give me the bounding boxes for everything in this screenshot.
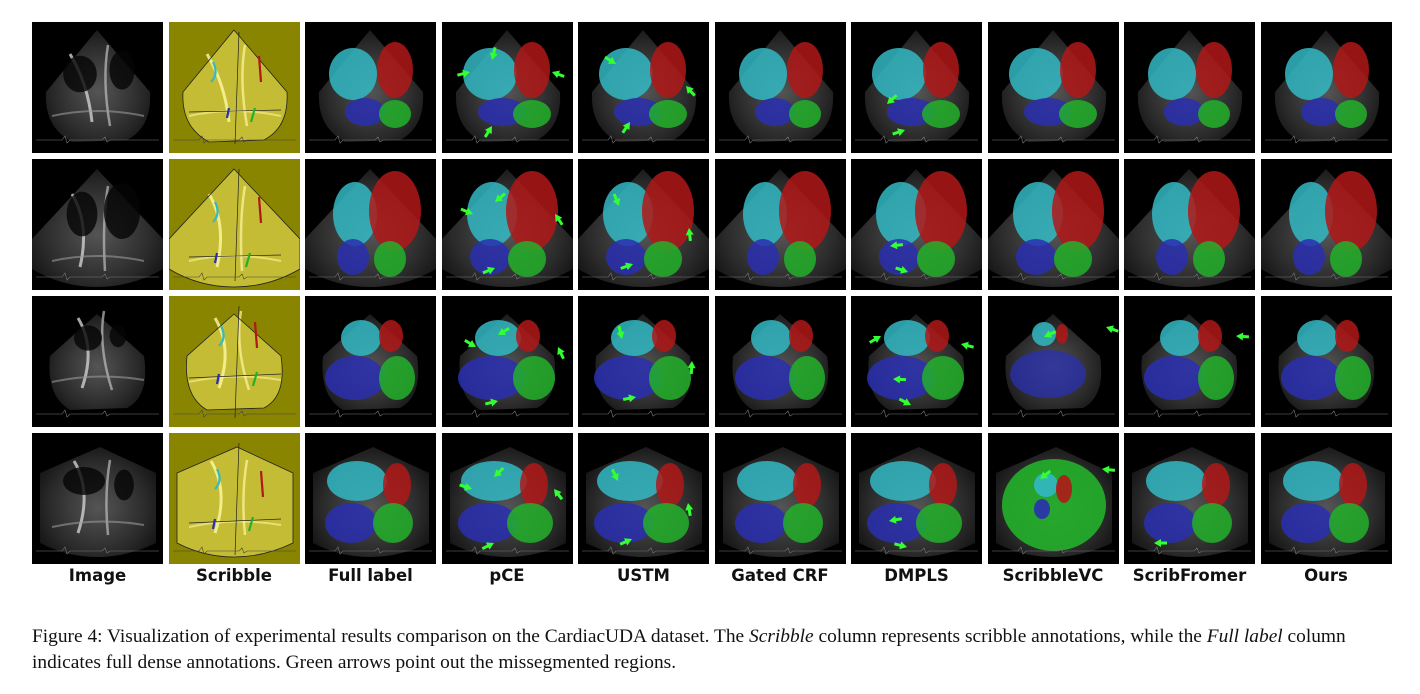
column-label: Scribble: [196, 566, 272, 585]
segmentation-result-image: [578, 433, 709, 564]
segmentation-result-image: [851, 159, 982, 290]
caption-em-scribble: Scribble: [749, 626, 814, 647]
segmentation-result-image: [851, 296, 982, 427]
scribble-annotation-image: [168, 22, 300, 153]
segmentation-result-image: [714, 296, 846, 427]
echo-image: [32, 22, 163, 153]
segmentation-result-image: [714, 22, 846, 153]
column-label: ScribbleVC: [1002, 566, 1104, 585]
echo-image: [32, 296, 163, 427]
segmentation-result-image: [441, 296, 573, 427]
column-label: Image: [68, 566, 127, 585]
segmentation-result-image: [851, 22, 982, 153]
segmentation-result-image: [305, 22, 436, 153]
segmentation-result-image: [578, 22, 709, 153]
figure-caption: Figure 4: Visualization of experimental …: [32, 624, 1402, 676]
caption-em-full-label: Full label: [1206, 626, 1283, 647]
caption-part3: column indicates full dense annotations.…: [32, 626, 1346, 673]
scribble-annotation-image: [168, 159, 300, 290]
segmentation-result-image: [987, 296, 1119, 427]
segmentation-result-image: [1260, 159, 1392, 290]
segmentation-result-image: [578, 159, 709, 290]
segmentation-result-image: [441, 22, 573, 153]
segmentation-result-image: [1124, 22, 1255, 153]
caption-part2: column represents scribble annotations, …: [813, 626, 1207, 647]
segmentation-result-image: [1124, 433, 1255, 564]
segmentation-result-image: [987, 159, 1119, 290]
column-label: Ours: [1304, 566, 1348, 585]
segmentation-result-image: [851, 433, 982, 564]
scribble-annotation-image: [168, 296, 300, 427]
figure-grid: [32, 22, 1394, 564]
segmentation-result-image: [578, 296, 709, 427]
caption-part1: Figure 4: Visualization of experimental …: [32, 626, 750, 647]
echo-image: [32, 159, 163, 290]
segmentation-result-image: [441, 159, 573, 290]
scribble-annotation-image: [168, 433, 300, 564]
echo-image: [32, 433, 163, 564]
segmentation-result-image: [305, 159, 436, 290]
segmentation-result-image: [1260, 296, 1392, 427]
column-label: DMPLS: [884, 566, 949, 585]
segmentation-result-image: [305, 296, 436, 427]
segmentation-result-image: [1124, 159, 1255, 290]
segmentation-result-image: [714, 159, 846, 290]
segmentation-result-image: [987, 433, 1119, 564]
segmentation-result-image: [1124, 296, 1255, 427]
segmentation-result-image: [987, 22, 1119, 153]
segmentation-result-image: [1260, 22, 1392, 153]
column-label: pCE: [489, 566, 525, 585]
column-label: Full label: [328, 566, 413, 585]
segmentation-result-image: [714, 433, 846, 564]
segmentation-result-image: [305, 433, 436, 564]
column-label: ScribFromer: [1132, 566, 1247, 585]
column-label: USTM: [617, 566, 670, 585]
segmentation-result-image: [441, 433, 573, 564]
segmentation-result-image: [1260, 433, 1392, 564]
column-label: Gated CRF: [731, 566, 829, 585]
